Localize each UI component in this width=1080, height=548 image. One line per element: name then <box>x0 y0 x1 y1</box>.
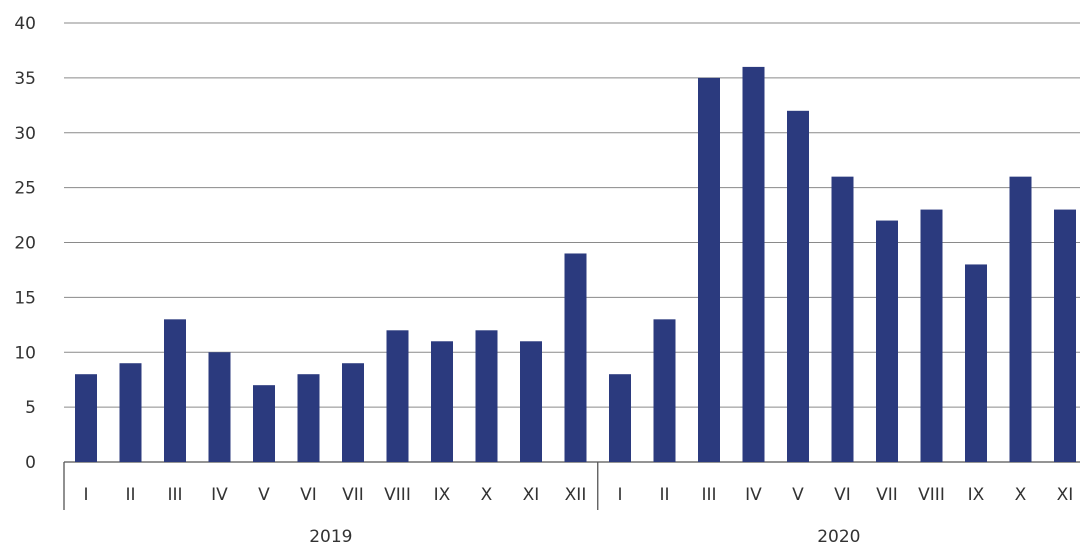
x-tick-label: VII <box>876 485 898 505</box>
x-tick-label: III <box>167 485 182 505</box>
bar <box>1009 176 1032 462</box>
bar <box>475 330 498 462</box>
x-tick-label: I <box>617 485 622 505</box>
bar <box>742 66 765 463</box>
bar <box>1054 209 1076 462</box>
x-tick-label: V <box>792 485 804 505</box>
y-tick-label: 40 <box>14 14 36 34</box>
bar <box>965 264 987 462</box>
x-tick-label: VIII <box>918 485 945 505</box>
x-tick-label: I <box>83 485 88 505</box>
year-label: 2019 <box>309 527 352 547</box>
bar <box>520 341 542 462</box>
x-tick-label: IV <box>745 485 762 505</box>
bar <box>876 220 898 462</box>
y-tick-label: 15 <box>14 288 36 308</box>
x-tick-label: X <box>1015 485 1027 505</box>
bar <box>75 374 97 462</box>
year-labels: 2019 2020 <box>309 527 860 547</box>
x-tick-label: VI <box>300 485 317 505</box>
gridlines <box>64 22 1080 463</box>
x-axis-ticks: I II III IV V VI VII VIII IX X XI XII I II III IV V VI VII… <box>83 485 1073 505</box>
y-tick-label: 10 <box>14 343 36 363</box>
x-tick-label: XI <box>1057 485 1074 505</box>
bar <box>431 341 453 462</box>
y-tick-label: 35 <box>14 69 36 89</box>
bar <box>386 330 409 462</box>
year-label: 2020 <box>817 527 860 547</box>
y-axis-ticks: 0 5 10 15 20 25 30 35 40 <box>14 14 36 473</box>
x-tick-label: VIII <box>384 485 411 505</box>
x-tick-label: V <box>258 485 270 505</box>
y-tick-label: 5 <box>25 398 36 418</box>
y-tick-label: 25 <box>14 179 36 199</box>
y-tick-label: 0 <box>25 453 36 473</box>
x-tick-label: VI <box>834 485 851 505</box>
x-tick-label: IX <box>968 485 985 505</box>
bar <box>609 374 631 462</box>
bar <box>698 77 720 462</box>
bars <box>75 66 1076 463</box>
x-tick-label: XII <box>565 485 587 505</box>
bar <box>119 363 142 462</box>
bar <box>653 319 676 462</box>
x-tick-label: III <box>701 485 716 505</box>
x-axis <box>63 462 599 510</box>
bar <box>342 363 364 462</box>
bar <box>208 352 231 462</box>
bar <box>564 253 587 462</box>
x-tick-label: XI <box>523 485 540 505</box>
x-tick-label: II <box>659 485 669 505</box>
bar <box>253 385 275 462</box>
x-tick-label: IX <box>434 485 451 505</box>
x-tick-label: II <box>125 485 135 505</box>
bar <box>920 209 943 462</box>
y-tick-label: 20 <box>14 234 36 254</box>
x-tick-label: VII <box>342 485 364 505</box>
bar <box>164 319 186 462</box>
bar <box>831 176 854 462</box>
bar <box>297 374 320 462</box>
x-tick-label: X <box>481 485 493 505</box>
y-tick-label: 30 <box>14 124 36 144</box>
x-tick-label: IV <box>211 485 228 505</box>
bar <box>787 110 809 463</box>
